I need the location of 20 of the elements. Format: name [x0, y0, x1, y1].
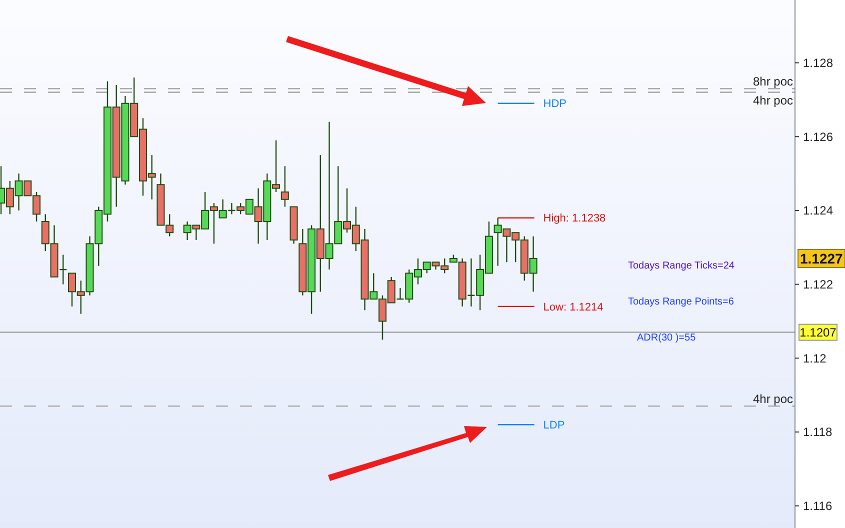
- y-tick-label: 1.116: [803, 499, 832, 514]
- text: 1.1227: [800, 250, 844, 266]
- ref-line-label: 8hr poc: [752, 74, 793, 89]
- y-tick-label: 1.122: [803, 278, 834, 292]
- ref-line-label: 1.1207: [800, 326, 837, 340]
- candlestick: [280, 166, 289, 208]
- ref-line-label: LDP: [543, 419, 565, 432]
- annotation: Todays Range Ticks=24: [628, 260, 735, 272]
- y-tick-label: 1.118: [803, 425, 832, 440]
- annotation: ADR(30 )=55: [637, 332, 696, 344]
- annotation: Todays Range Points=6: [628, 296, 734, 308]
- y-tick-label: 1.124: [803, 204, 834, 218]
- ref-line-label: High: 1.1238: [543, 212, 606, 225]
- y-tick-label: 1.12: [803, 351, 827, 366]
- ref-line-label: Low: 1.1214: [543, 301, 604, 314]
- y-tick-label: 1.126: [803, 130, 834, 144]
- ref-line-label: 4hr poc: [752, 93, 793, 108]
- y-tick-label: 1.128: [803, 56, 834, 70]
- ref-line-label: HDP: [543, 98, 567, 110]
- ref-line-label: 4hr poc: [752, 392, 793, 406]
